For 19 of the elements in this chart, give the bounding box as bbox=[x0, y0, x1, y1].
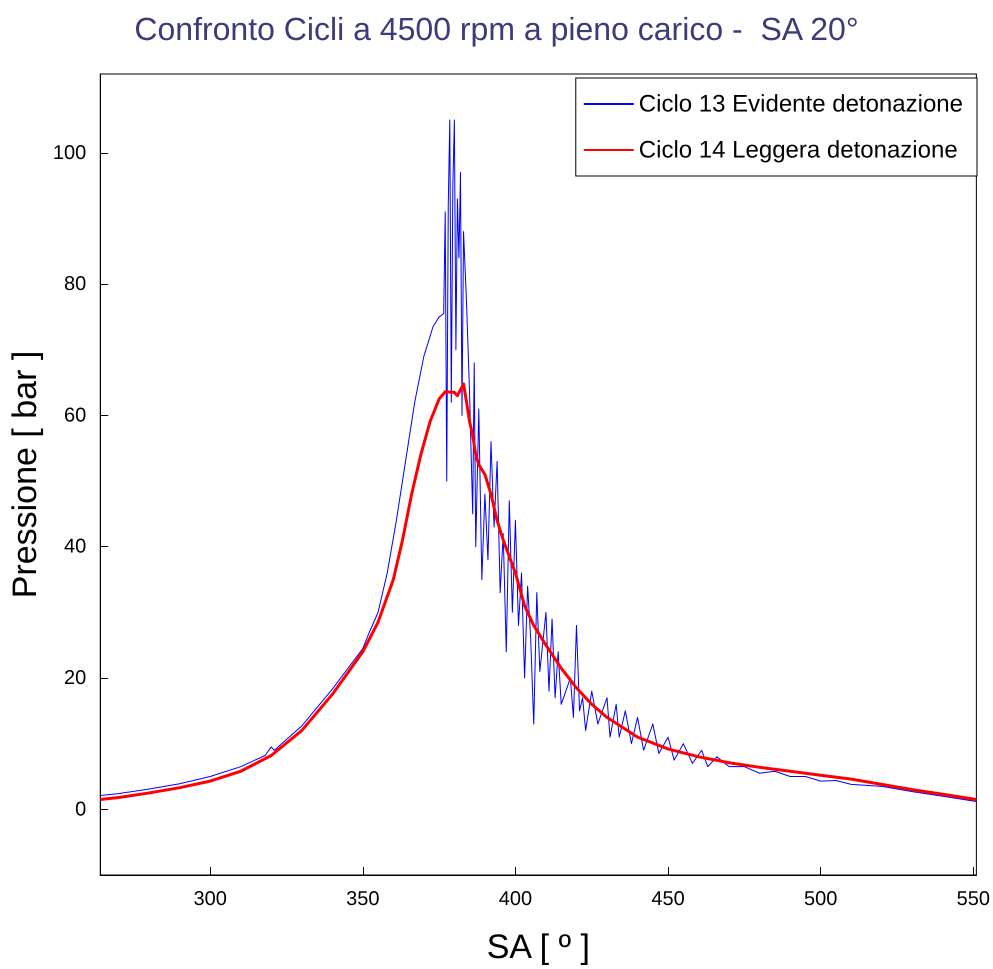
y-tick-label: 60 bbox=[64, 404, 86, 426]
y-tick-label: 20 bbox=[64, 667, 86, 690]
y-axis-title: Pressione [ bar ] bbox=[6, 350, 44, 598]
x-tick-label: 350 bbox=[346, 888, 380, 910]
line-series bbox=[98, 382, 978, 801]
y-tick-label: 0 bbox=[75, 798, 86, 820]
x-tick-label: 400 bbox=[498, 888, 532, 910]
line-series bbox=[100, 119, 977, 802]
legend-label: Ciclo 13 Evidente detonazione bbox=[638, 90, 964, 118]
y-tick-label: 40 bbox=[64, 536, 86, 558]
legend-label: Ciclo 14 Leggera detonazione bbox=[638, 136, 958, 164]
y-tick-label: 80 bbox=[64, 273, 86, 296]
x-axis-title: SA [ º ] bbox=[486, 928, 590, 966]
x-tick-label: 550 bbox=[956, 888, 990, 910]
x-tick-label: 300 bbox=[193, 888, 227, 910]
x-tick-label: 450 bbox=[651, 888, 685, 910]
y-tick-label: 100 bbox=[52, 142, 86, 164]
x-tick-label: 500 bbox=[804, 888, 838, 910]
chart-title: Confronto Cicli a 4500 rpm a pieno carico - SA 20° bbox=[134, 11, 859, 47]
